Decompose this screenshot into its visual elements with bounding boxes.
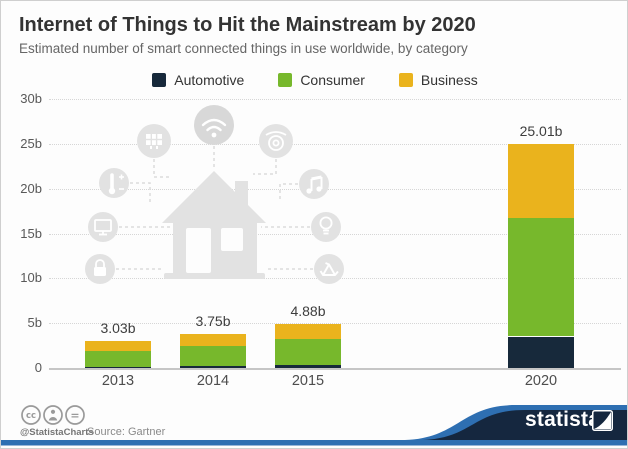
bar-2013-business [85, 340, 151, 351]
bar-total-label-2013: 3.03b [100, 319, 136, 336]
license-icons[interactable]: cc = [20, 404, 86, 426]
legend-swatch [152, 73, 167, 87]
bar-2014-automotive [180, 366, 246, 368]
bar-2013-consumer [85, 350, 151, 368]
bar-2014-consumer [180, 346, 246, 367]
x-axis-label-2020: 2020 [524, 373, 558, 389]
house-icon [162, 171, 266, 279]
music-notes-icon [299, 169, 329, 199]
monitor-icon [88, 212, 118, 242]
y-axis-tick: 10b [20, 270, 42, 285]
cc-by-icon [43, 405, 63, 425]
legend-label: Consumer [300, 72, 365, 88]
legend: Automotive Consumer Business [1, 72, 627, 88]
statista-logo-icon[interactable] [592, 410, 613, 431]
x-axis-label-2015: 2015 [291, 373, 325, 389]
y-axis-tick: 25b [20, 136, 42, 151]
gridline-25b [49, 144, 621, 145]
legend-swatch [278, 73, 293, 87]
thermostat-icon [99, 168, 129, 198]
legend-label: Automotive [174, 72, 245, 88]
x-axis-label-2014: 2014 [196, 373, 230, 389]
svg-text:=: = [70, 409, 79, 422]
recycle-icon [314, 254, 344, 284]
security-camera-icon [259, 124, 293, 158]
gridline-30b [49, 99, 621, 100]
gridline-0 [49, 368, 621, 370]
bar-2015-automotive [275, 364, 341, 368]
y-axis-tick: 30b [20, 91, 42, 106]
footer-wave-graphic [1, 405, 627, 446]
solar-panel-icon [137, 124, 171, 158]
y-axis-tick: 20b [20, 181, 42, 196]
bar-2020-business [508, 143, 574, 219]
page-subtitle: Estimated number of smart connected thin… [19, 41, 468, 56]
svg-text:cc: cc [26, 411, 36, 421]
y-axis-tick: 0 [34, 360, 42, 375]
x-axis-label-2013: 2013 [101, 373, 135, 389]
gridline-20b [49, 189, 621, 190]
y-axis-tick: 5b [27, 315, 42, 330]
bar-total-label-2020: 25.01b [519, 122, 563, 139]
lightbulb-icon [311, 212, 341, 242]
bar-2015-business [275, 324, 341, 339]
y-axis-tick: 15b [20, 226, 42, 241]
cc-icon [21, 405, 41, 425]
bar-2020-automotive [508, 336, 574, 368]
legend-item-automotive: Automotive [152, 72, 244, 88]
cc-nd-icon [65, 405, 85, 425]
source-credit: Source: Gartner [87, 426, 166, 438]
bar-2013-automotive [85, 367, 151, 369]
wifi-icon [194, 105, 234, 145]
bar-total-label-2015: 4.88b [290, 303, 326, 320]
bar-total-label-2014: 3.75b [195, 313, 231, 330]
statista-charts-handle[interactable]: @StatistaCharts [20, 427, 94, 438]
gridline-5b [49, 323, 621, 324]
legend-swatch [398, 73, 413, 87]
bar-2014-business [180, 334, 246, 347]
page-title: Internet of Things to Hit the Mainstream… [19, 14, 476, 36]
chart-plot-area: 0 5b 10b 15b 20b 25b 30b 3.03b 2013 3.75b 2014 4.8… [1, 1, 627, 401]
footer: cc = @StatistaCharts Source: Gartner sta… [1, 399, 627, 448]
legend-item-business: Business [398, 72, 478, 88]
statista-wordmark[interactable]: statista [525, 408, 601, 431]
smart-home-watermark-graphic [85, 105, 344, 284]
bar-2015-consumer [275, 338, 341, 365]
bar-2020-consumer [508, 218, 574, 337]
legend-label: Business [420, 72, 478, 88]
legend-item-consumer: Consumer [278, 72, 365, 88]
padlock-icon [85, 254, 115, 284]
